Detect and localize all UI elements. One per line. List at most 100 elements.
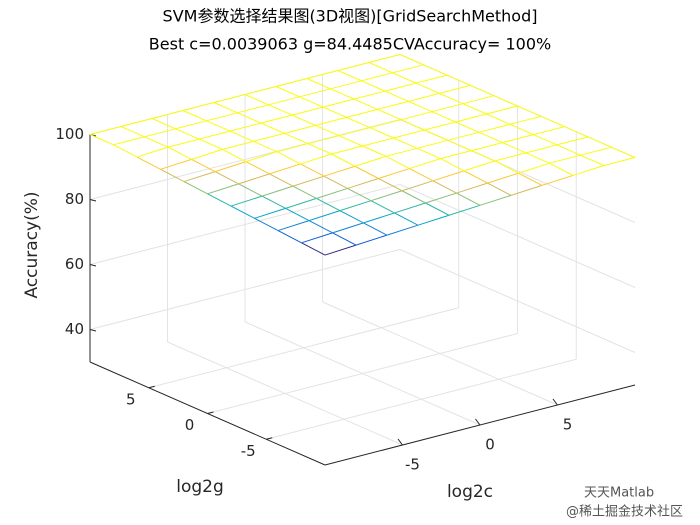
mesh-edge	[549, 154, 581, 164]
mesh-edge	[331, 153, 356, 167]
mesh-edge	[494, 160, 519, 174]
mesh-edge	[160, 168, 185, 182]
tick-mark	[475, 418, 481, 426]
mesh-edge	[370, 200, 395, 214]
tick-mark	[89, 329, 97, 332]
mesh-edge	[307, 135, 340, 145]
mesh-edge	[533, 126, 565, 136]
mesh-edge	[456, 192, 481, 206]
mesh-edge	[518, 162, 550, 174]
mesh-edge	[291, 106, 324, 116]
tick-mark	[266, 437, 273, 440]
mesh-edge	[432, 180, 457, 194]
mesh-edge	[229, 122, 262, 132]
mesh-edge	[455, 121, 480, 133]
x-tick-label: -5	[405, 456, 420, 474]
mesh-edge	[509, 123, 534, 136]
mesh-edge	[541, 174, 574, 186]
mesh-edge	[478, 131, 503, 144]
mesh-edge	[300, 153, 332, 165]
tick-mark	[89, 199, 97, 202]
mesh-edge	[301, 232, 333, 244]
z-tick-label: 100	[55, 125, 84, 143]
x-tick-label: 5	[563, 416, 573, 434]
mesh-edge	[230, 205, 255, 219]
mesh-edge	[261, 185, 294, 197]
mesh-edge	[167, 146, 192, 160]
mesh-edge	[277, 230, 302, 244]
mesh-edge	[487, 182, 512, 196]
mesh-edge	[307, 143, 332, 155]
mesh-edge	[370, 190, 403, 202]
mesh-edge	[518, 172, 543, 186]
tick-mark	[89, 264, 97, 267]
mesh-edge	[462, 95, 495, 105]
mesh-edge	[222, 140, 254, 150]
x-tick-label: 0	[485, 436, 495, 454]
mesh-edge	[399, 54, 424, 66]
mesh-edge	[183, 171, 216, 183]
mesh-edge	[308, 220, 333, 234]
tick-mark	[207, 411, 214, 414]
mesh-edge	[471, 142, 503, 152]
mesh-edge	[245, 161, 270, 175]
mesh-edge	[439, 84, 471, 94]
mesh-edge	[353, 90, 386, 100]
mesh-edge	[144, 128, 176, 138]
mesh-edge	[144, 136, 169, 148]
mesh-edge	[316, 187, 348, 199]
mesh-edge	[167, 138, 200, 148]
mesh-edge	[214, 161, 247, 173]
mesh-edge	[323, 165, 356, 177]
mesh-edge	[416, 147, 441, 160]
mesh-edge	[268, 96, 300, 106]
mesh-edge	[525, 144, 558, 154]
mesh-edge	[89, 134, 114, 146]
mesh-edge	[580, 154, 605, 166]
mesh-edge	[275, 86, 300, 98]
mesh-edge	[300, 163, 325, 177]
x-axis-label: log2c	[447, 482, 493, 502]
mesh-edge	[175, 128, 200, 140]
mesh-edge	[291, 114, 316, 126]
mesh-edge	[354, 165, 379, 179]
mesh-edge	[363, 222, 388, 236]
mesh-edge	[322, 98, 355, 108]
mesh-edge	[517, 105, 542, 117]
mesh-edge	[580, 146, 612, 156]
mesh-edge	[222, 148, 247, 163]
mesh-edge	[191, 148, 223, 160]
mesh-edge	[306, 70, 339, 79]
mesh-edge	[502, 142, 527, 154]
mesh-edge	[415, 82, 440, 94]
mesh-edge	[417, 214, 450, 226]
mesh-edge	[393, 129, 425, 139]
mesh-edge	[269, 163, 301, 175]
mesh-edge	[275, 78, 308, 87]
mesh-edge	[385, 147, 418, 157]
mesh-edge	[432, 170, 465, 182]
z-tick-label: 40	[65, 320, 84, 338]
mesh-edge	[564, 126, 589, 138]
mesh-edge	[198, 130, 231, 140]
mesh-edge	[120, 118, 153, 127]
mesh-edge	[206, 112, 238, 122]
mesh-edge	[401, 180, 434, 192]
mesh-edge	[337, 62, 370, 71]
mesh-edge	[355, 234, 388, 246]
mesh-edge	[331, 145, 363, 155]
mesh-edge	[448, 204, 481, 216]
mesh-edge	[136, 146, 169, 158]
mesh-edge	[332, 232, 357, 246]
mesh-edge	[386, 224, 419, 236]
mesh-edge	[292, 175, 325, 187]
z-tick-label: 60	[65, 255, 84, 273]
mesh-edge	[384, 82, 417, 92]
mesh-edge	[408, 92, 440, 102]
mesh-edge	[540, 115, 565, 128]
mesh-edge	[292, 185, 317, 199]
mesh-edge	[182, 102, 215, 111]
mesh-edge	[213, 102, 238, 114]
watermark: @稀土掘金技术社区	[566, 504, 683, 520]
mesh-edge	[369, 127, 394, 139]
